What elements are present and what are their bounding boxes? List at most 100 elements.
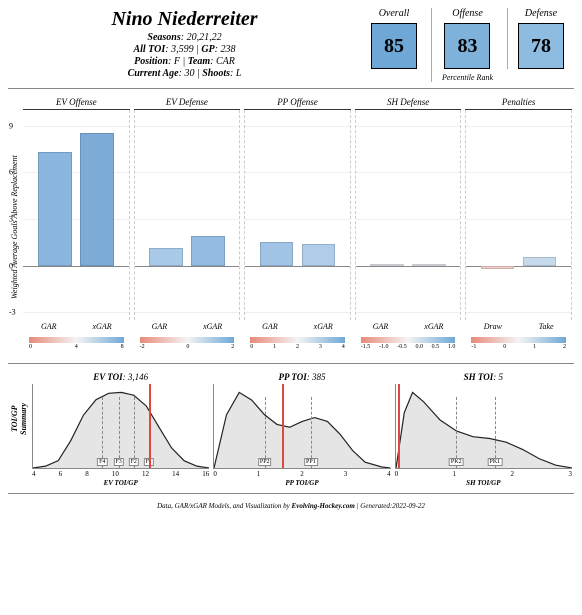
bar xyxy=(523,257,556,266)
xaxis: GARxGAR xyxy=(242,320,353,333)
pct-offense-title: Offense xyxy=(452,8,483,19)
xlabel: xGAR xyxy=(314,322,333,331)
ytick: 3 xyxy=(9,214,13,223)
bar-yaxis-label: Weighted Average Goals Above Replacement xyxy=(8,95,21,359)
seasons-line: Seasons: 20,21,22 xyxy=(8,32,361,43)
pct-sub-label: Percentile Rank xyxy=(442,73,493,82)
grad-tick: -1.5 xyxy=(361,344,371,350)
pct-offense: Offense 83 Percentile Rank xyxy=(431,8,503,82)
xaxis: GAR xGAR xyxy=(21,320,132,333)
toi-xlabel: SH TOI/GP xyxy=(395,479,572,487)
grad-tick: 2 xyxy=(563,344,566,350)
gp-value: 238 xyxy=(221,44,236,55)
xlabel: xGAR xyxy=(92,322,111,331)
age-label: Current Age xyxy=(128,68,179,79)
toi-xtick: 2 xyxy=(300,470,304,478)
seasons-label: Seasons xyxy=(147,32,180,43)
toi-plot: PK2PK1 xyxy=(395,384,572,469)
age-value: 30 xyxy=(184,68,194,79)
position-value: F xyxy=(174,56,180,67)
ref-label: PK1 xyxy=(487,458,502,466)
xlabel: Draw xyxy=(484,322,502,331)
toi-xlabel: EV TOI/GP xyxy=(32,479,209,487)
grad-tick: -2 xyxy=(140,344,145,350)
gradient-legend: 048 xyxy=(29,337,124,347)
marker-line xyxy=(398,384,400,468)
team-label: Team xyxy=(188,56,210,67)
toi-xtick: 1 xyxy=(453,470,457,478)
gradient-legend: 01234 xyxy=(250,337,345,347)
toi-label: All TOI xyxy=(133,44,165,55)
panel-title: Penalties xyxy=(465,95,572,110)
plot-area xyxy=(465,110,572,320)
pct-defense-title: Defense xyxy=(525,8,557,19)
footer-gen: 2022-09-22 xyxy=(392,502,425,510)
grad-tick: 2 xyxy=(296,344,299,350)
toi-xtick: 4 xyxy=(387,470,391,478)
gradient-legend: -2 0 2 xyxy=(140,337,235,347)
age-shoots-line: Current Age: 30 | Shoots: L xyxy=(8,68,361,79)
toi-xtick: 16 xyxy=(202,470,209,478)
toi-section: TOI/GPSummary EV TOI: 3,146F4F3F2F146810… xyxy=(8,370,574,494)
grad-tick: -1 xyxy=(471,344,476,350)
ytick: 6 xyxy=(9,168,13,177)
marker-line xyxy=(149,384,151,468)
pct-overall-title: Overall xyxy=(379,8,410,19)
seasons-value: 20,21,22 xyxy=(187,32,222,43)
bar xyxy=(260,242,293,265)
xaxis: GARxGAR xyxy=(353,320,464,333)
toi-xtick: 3 xyxy=(344,470,348,478)
grad-tick: 1.0 xyxy=(448,344,456,350)
toi-xaxis: 0 1 2 3 4 xyxy=(213,469,390,479)
toi-xtick: 3 xyxy=(568,470,572,478)
bar xyxy=(302,244,335,266)
toi-panel: EV TOI: 3,146F4F3F2F146810121416EV TOI/G… xyxy=(32,370,209,487)
grad-tick: 0 xyxy=(29,344,32,350)
toi-xtick: 4 xyxy=(32,470,36,478)
xaxis: Draw Take xyxy=(463,320,574,333)
ytick: 0 xyxy=(9,261,13,270)
footer-site: Evolving-Hockey.com xyxy=(292,502,355,510)
pct-overall-box: 85 xyxy=(371,23,417,69)
toi-xtick: 2 xyxy=(511,470,515,478)
bar xyxy=(412,264,445,266)
footer: Data, GAR/xGAR Models, and Visualization… xyxy=(8,498,574,514)
grad-tick: 4 xyxy=(342,344,345,350)
ref-label: F3 xyxy=(113,458,123,466)
ref-label: F2 xyxy=(129,458,139,466)
grad-tick: 0 xyxy=(186,344,189,350)
xlabel: xGAR xyxy=(203,322,222,331)
toi-panel: PP TOI: 385PP2PP101234PP TOI/GP xyxy=(213,370,390,487)
toi-xtick: 8 xyxy=(85,470,89,478)
team-value: CAR xyxy=(216,56,235,67)
xlabel: GAR xyxy=(41,322,57,331)
panel-title: PP Offense xyxy=(244,95,351,110)
toi-plot: F4F3F2F1 xyxy=(32,384,209,469)
toi-xtick: 0 xyxy=(213,470,217,478)
grad-tick: 1 xyxy=(273,344,276,350)
xlabel: Take xyxy=(539,322,554,331)
pct-defense: Defense 78 xyxy=(507,8,574,69)
toi-xtick: 14 xyxy=(172,470,179,478)
plot-area xyxy=(355,110,462,320)
toi-xtick: 1 xyxy=(257,470,261,478)
footer-prefix: Data, GAR/xGAR Models, and Visualization… xyxy=(157,502,291,510)
percentile-boxes: Overall 85 Offense 83 Percentile Rank De… xyxy=(361,8,574,82)
gp-label: GP xyxy=(201,44,214,55)
plot-area xyxy=(244,110,351,320)
pct-overall: Overall 85 xyxy=(361,8,427,69)
pos-team-line: Position: F | Team: CAR xyxy=(8,56,361,67)
grad-tick: 4 xyxy=(75,344,78,350)
gradient-legend: -1012 xyxy=(471,337,566,347)
bar xyxy=(191,236,224,266)
shoots-value: L xyxy=(236,68,242,79)
xlabel: GAR xyxy=(152,322,168,331)
toi-value: 3,599 xyxy=(171,44,194,55)
grad-tick: 2 xyxy=(231,344,234,350)
bar xyxy=(38,152,72,266)
ytick: -3 xyxy=(9,308,16,317)
bar xyxy=(80,133,114,265)
bar-panels: EV Offense-30369GARxGAR048EV DefenseGARx… xyxy=(21,95,574,359)
bar-panel: EV Offense-30369GARxGAR048 xyxy=(21,95,132,359)
ref-label: PP2 xyxy=(258,458,272,466)
